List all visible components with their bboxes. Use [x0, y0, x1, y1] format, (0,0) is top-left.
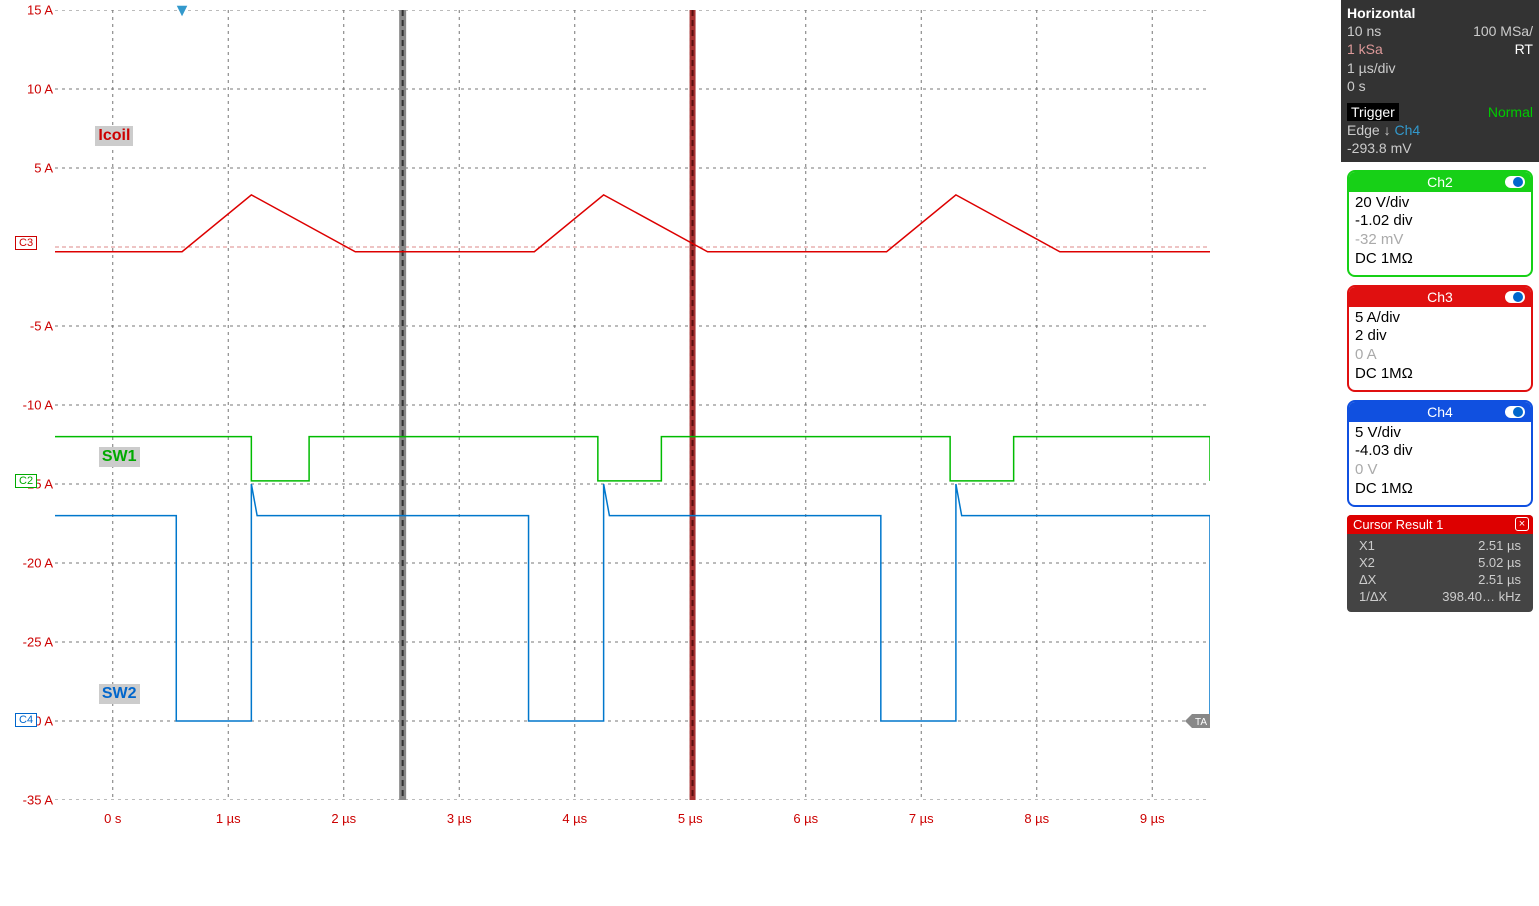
trigger-level: -293.8 mV [1347, 139, 1533, 157]
channel-box-ch3[interactable]: Ch35 A/div2 div0 ADC 1MΩ [1347, 285, 1533, 392]
y-axis-label: -35 A [18, 793, 53, 808]
channel-box-ch4[interactable]: Ch45 V/div-4.03 div0 VDC 1MΩ [1347, 400, 1533, 507]
channel-zero-marker: C2 [15, 474, 37, 488]
horizontal-header: Horizontal [1347, 5, 1415, 21]
y-axis-label: 10 A [18, 82, 53, 97]
trigger-source: Ch4 [1394, 122, 1420, 138]
trigger-settings: Trigger Normal Edge ↓ Ch4 -293.8 mV [1341, 99, 1539, 162]
x-axis-label: 1 µs [216, 811, 241, 826]
x-axis-label: 6 µs [793, 811, 818, 826]
y-axis-label: -20 A [18, 556, 53, 571]
oscilloscope-display: TA 15 A10 A5 A-5 A-10 A-15 A-20 A-25 A-3… [0, 0, 1215, 840]
trigger-mode: Normal [1488, 103, 1533, 121]
close-icon[interactable]: × [1515, 517, 1529, 531]
channel-toggle[interactable] [1505, 291, 1525, 303]
cursor-header: Cursor Result 1 [1353, 517, 1443, 532]
y-axis-label: 5 A [18, 161, 53, 176]
svg-text:TA: TA [1195, 717, 1207, 728]
cursor-results: Cursor Result 1× X12.51 µsX25.02 µsΔX2.5… [1347, 515, 1533, 612]
trigger-position-marker: ▼ [173, 0, 191, 21]
trace-label-sw2: SW2 [99, 684, 140, 704]
x-axis-label: 8 µs [1024, 811, 1049, 826]
x-axis-label: 2 µs [331, 811, 356, 826]
channel-zero-marker: C4 [15, 713, 37, 727]
y-axis-label: -25 A [18, 635, 53, 650]
channel-box-ch2[interactable]: Ch220 V/div-1.02 div-32 mVDC 1MΩ [1347, 170, 1533, 277]
channel-toggle[interactable] [1505, 176, 1525, 188]
trace-label-icoil: Icoil [95, 126, 133, 146]
waveform-plot: TA [55, 10, 1210, 800]
trace-label-sw1: SW1 [99, 447, 140, 467]
trigger-header: Trigger [1347, 103, 1399, 121]
x-axis-label: 0 s [104, 811, 121, 826]
x-axis-label: 4 µs [562, 811, 587, 826]
y-axis-label: 15 A [18, 3, 53, 18]
horizontal-settings: Horizontal 10 ns100 MSa/1 kSaRT1 µs/div0… [1341, 0, 1539, 99]
x-axis-label: 3 µs [447, 811, 472, 826]
x-axis-label: 9 µs [1140, 811, 1165, 826]
channel-zero-marker: C3 [15, 236, 37, 250]
x-axis-label: 5 µs [678, 811, 703, 826]
y-axis-label: -10 A [18, 398, 53, 413]
channel-toggle[interactable] [1505, 406, 1525, 418]
trigger-type: Edge [1347, 122, 1380, 138]
y-axis-label: -5 A [18, 319, 53, 334]
trigger-edge-icon: ↓ [1384, 122, 1391, 138]
x-axis-label: 7 µs [909, 811, 934, 826]
side-panel: Horizontal 10 ns100 MSa/1 kSaRT1 µs/div0… [1341, 0, 1539, 906]
